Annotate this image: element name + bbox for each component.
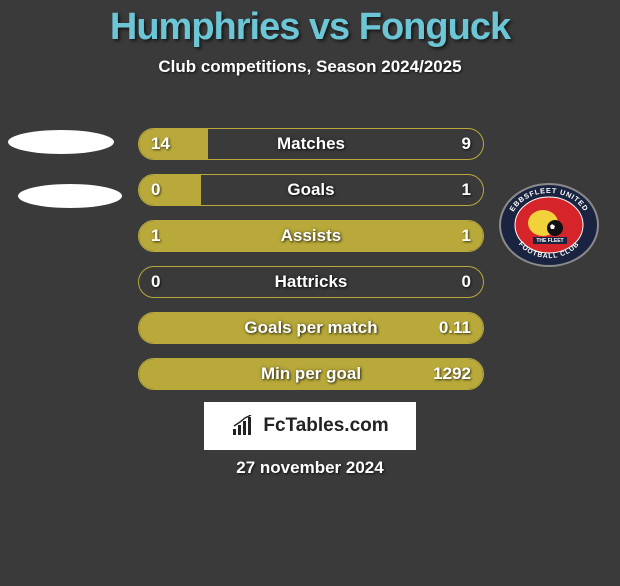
stat-row-hattricks: 0 Hattricks 0 xyxy=(138,266,484,298)
stat-right-value: 0 xyxy=(462,267,471,297)
stat-right-value: 1292 xyxy=(433,359,471,389)
left-ellipse-1 xyxy=(8,130,114,154)
subtitle: Club competitions, Season 2024/2025 xyxy=(0,57,620,77)
brand-text: FcTables.com xyxy=(263,415,388,437)
date-text: 27 november 2024 xyxy=(0,458,620,478)
stat-label: Hattricks xyxy=(139,267,483,297)
stat-right-value: 1 xyxy=(462,175,471,205)
stat-right-value: 0.11 xyxy=(439,313,471,343)
stat-row-matches: 14 Matches 9 xyxy=(138,128,484,160)
stat-label: Assists xyxy=(139,221,483,251)
brand-attribution: FcTables.com xyxy=(204,402,416,450)
stat-row-mpg: Min per goal 1292 xyxy=(138,358,484,390)
stat-label: Min per goal xyxy=(139,359,483,389)
stat-right-value: 9 xyxy=(462,129,471,159)
brand-icon xyxy=(231,415,257,437)
club-badge-svg: EBBSFLEET UNITED FOOTBALL CLUB THE FLEET xyxy=(498,182,600,268)
comparison-chart: 14 Matches 9 0 Goals 1 1 Assists 1 0 Hat… xyxy=(138,128,484,404)
club-badge-right: EBBSFLEET UNITED FOOTBALL CLUB THE FLEET xyxy=(498,182,600,268)
stat-row-assists: 1 Assists 1 xyxy=(138,220,484,252)
stat-label: Matches xyxy=(139,129,483,159)
stat-label: Goals per match xyxy=(139,313,483,343)
stat-row-gpm: Goals per match 0.11 xyxy=(138,312,484,344)
stat-right-value: 1 xyxy=(462,221,471,251)
page-title: Humphries vs Fonguck xyxy=(0,6,620,49)
svg-text:THE FLEET: THE FLEET xyxy=(536,238,563,244)
stat-row-goals: 0 Goals 1 xyxy=(138,174,484,206)
left-ellipse-2 xyxy=(18,184,122,208)
stat-label: Goals xyxy=(139,175,483,205)
